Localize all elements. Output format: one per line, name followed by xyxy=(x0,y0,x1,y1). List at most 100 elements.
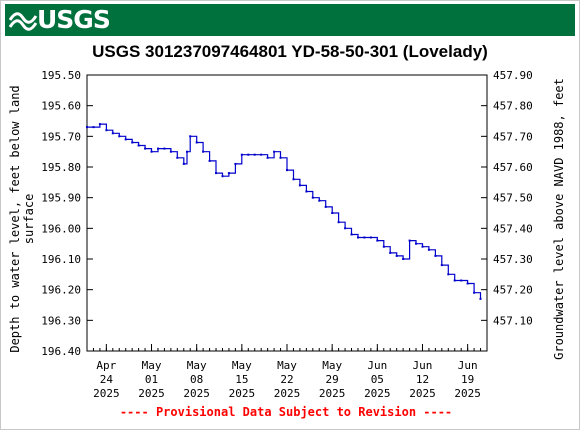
data-point xyxy=(479,297,482,300)
data-point xyxy=(118,135,121,138)
x-tick-label: 29 xyxy=(326,373,339,386)
x-tick-label: Jun xyxy=(367,359,387,372)
data-point xyxy=(260,153,263,156)
data-point xyxy=(137,144,140,147)
series-layer xyxy=(86,123,482,300)
series-line xyxy=(87,123,482,299)
plot-area xyxy=(86,74,488,352)
x-tick-label: May xyxy=(142,359,162,372)
x-tick-label: 2025 xyxy=(364,387,391,400)
data-point xyxy=(421,245,424,248)
chart-title: USGS 301237097464801 YD-58-50-301 (Lovel… xyxy=(92,42,488,61)
data-point xyxy=(453,279,456,282)
x-tick-label: Jun xyxy=(458,359,478,372)
data-point xyxy=(208,159,211,162)
right-tick-label: 457.10 xyxy=(493,314,533,327)
data-point xyxy=(182,162,185,165)
data-point xyxy=(195,141,198,144)
data-point xyxy=(98,123,101,126)
data-point xyxy=(382,245,385,248)
data-point xyxy=(202,150,205,153)
data-point xyxy=(227,172,230,175)
x-tick-label: May xyxy=(277,359,297,372)
left-tick-label: 195.70 xyxy=(41,130,81,143)
data-point xyxy=(311,196,314,199)
x-tick-label: 24 xyxy=(100,373,114,386)
x-tick-label: 19 xyxy=(461,373,474,386)
usgs-logo-text: USGS xyxy=(37,5,111,34)
x-tick-label: 22 xyxy=(280,373,293,386)
right-tick-label: 457.50 xyxy=(493,192,533,205)
data-point xyxy=(305,190,308,193)
right-axis-title: Groundwater level above NAVD 1988, feet xyxy=(552,78,566,360)
data-point xyxy=(434,254,437,257)
data-point xyxy=(247,153,250,156)
right-tick-label: 457.90 xyxy=(493,69,533,82)
x-tick-label: Apr xyxy=(96,359,116,372)
data-point xyxy=(408,239,411,242)
x-tick-label: 2025 xyxy=(183,387,210,400)
data-point xyxy=(350,233,353,236)
data-point xyxy=(376,239,379,242)
data-point xyxy=(447,273,450,276)
data-point xyxy=(176,156,179,159)
right-tick-label: 457.20 xyxy=(493,284,533,297)
x-tick-label: 2025 xyxy=(274,387,301,400)
left-tick-label: 195.80 xyxy=(41,161,81,174)
x-axis: Apr242025May012025May082025May152025May2… xyxy=(86,344,488,400)
data-point xyxy=(221,175,224,178)
data-point xyxy=(169,150,172,153)
data-point xyxy=(111,132,114,135)
usgs-wave-icon xyxy=(9,12,38,31)
data-point xyxy=(150,150,153,153)
data-point xyxy=(440,264,443,267)
x-tick-label: May xyxy=(322,359,342,372)
data-point xyxy=(215,172,217,175)
data-point xyxy=(363,236,366,239)
right-axis: 457.90 457.80 457.70 457.60 457.50 457.40 457.… xyxy=(481,69,533,327)
x-tick-label: 2025 xyxy=(93,387,120,400)
data-point xyxy=(266,156,269,159)
data-point xyxy=(318,199,321,202)
x-tick-label: May xyxy=(232,359,252,372)
provisional-data-note: ---- Provisional Data Subject to Revisio… xyxy=(120,405,452,419)
data-point xyxy=(124,138,127,141)
x-tick-label: 15 xyxy=(235,373,248,386)
data-point xyxy=(395,254,398,257)
x-tick-label: 05 xyxy=(371,373,384,386)
data-point xyxy=(273,150,276,153)
data-point xyxy=(144,147,147,150)
data-point xyxy=(460,279,463,282)
data-point xyxy=(86,126,88,129)
left-tick-label: 196.40 xyxy=(41,345,81,358)
x-tick-label: 12 xyxy=(416,373,429,386)
data-point xyxy=(298,184,301,187)
data-point xyxy=(131,141,134,144)
x-tick-label: 2025 xyxy=(409,387,436,400)
data-point xyxy=(186,150,188,153)
data-point xyxy=(357,236,359,239)
left-axis-title-line1: Depth to water level, feet below land xyxy=(8,85,22,352)
left-tick-label: 195.60 xyxy=(41,100,81,113)
left-tick-label: 196.00 xyxy=(41,222,81,235)
data-point xyxy=(337,221,340,224)
left-tick-label: 196.20 xyxy=(41,284,81,297)
data-point xyxy=(189,135,192,138)
x-tick-label: Jun xyxy=(413,359,433,372)
left-tick-label: 195.50 xyxy=(41,69,81,82)
x-tick-label: 2025 xyxy=(229,387,256,400)
data-point xyxy=(466,282,469,285)
left-tick-label: 195.90 xyxy=(41,192,81,205)
left-axis-title-line2: surface xyxy=(22,194,36,245)
left-tick-label: 196.30 xyxy=(41,314,81,327)
right-tick-label: 457.70 xyxy=(493,130,533,143)
left-tick-label: 196.10 xyxy=(41,253,81,266)
data-point xyxy=(234,162,237,165)
data-point xyxy=(331,212,334,214)
right-tick-label: 457.30 xyxy=(493,253,533,266)
x-tick-label: 2025 xyxy=(319,387,346,400)
data-point xyxy=(402,258,405,260)
x-tick-label: 2025 xyxy=(454,387,481,400)
